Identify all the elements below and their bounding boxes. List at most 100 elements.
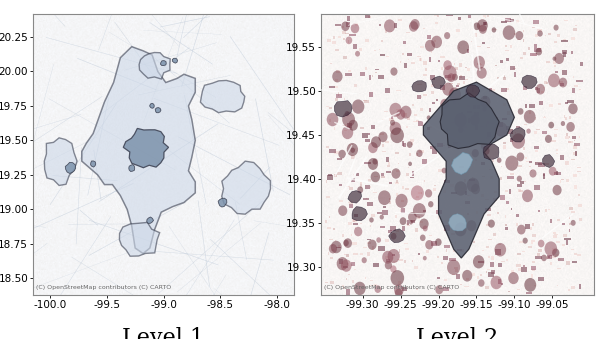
Bar bbox=[466, 67, 467, 68]
Bar bbox=[543, 87, 545, 88]
Bar bbox=[391, 31, 392, 32]
Polygon shape bbox=[129, 164, 134, 172]
Bar bbox=[487, 214, 491, 216]
Bar bbox=[489, 11, 494, 14]
Bar bbox=[563, 39, 566, 41]
Circle shape bbox=[497, 158, 502, 163]
Circle shape bbox=[443, 60, 452, 70]
Bar bbox=[562, 70, 567, 75]
Bar bbox=[500, 166, 502, 167]
Bar bbox=[444, 279, 448, 281]
Bar bbox=[429, 108, 431, 112]
Bar bbox=[419, 108, 423, 111]
Bar bbox=[371, 125, 374, 129]
Bar bbox=[399, 259, 403, 261]
Bar bbox=[469, 179, 475, 181]
Bar bbox=[392, 261, 397, 262]
Bar bbox=[579, 89, 581, 91]
Bar bbox=[361, 127, 364, 129]
Bar bbox=[482, 22, 487, 25]
Polygon shape bbox=[484, 144, 499, 159]
Bar bbox=[331, 250, 334, 251]
Bar bbox=[395, 152, 398, 154]
Bar bbox=[520, 57, 523, 59]
Bar bbox=[548, 209, 550, 211]
Bar bbox=[569, 228, 570, 232]
Bar bbox=[548, 33, 551, 35]
Bar bbox=[554, 129, 559, 130]
Bar bbox=[369, 92, 373, 97]
Bar bbox=[463, 126, 467, 128]
Bar bbox=[327, 39, 331, 42]
Bar bbox=[523, 147, 525, 150]
Bar bbox=[527, 246, 532, 248]
Bar bbox=[489, 169, 493, 171]
Bar bbox=[407, 166, 409, 168]
Bar bbox=[493, 233, 496, 236]
Circle shape bbox=[369, 217, 374, 223]
Bar bbox=[473, 33, 477, 37]
Bar bbox=[380, 54, 385, 56]
Bar bbox=[334, 127, 335, 129]
Bar bbox=[532, 270, 535, 271]
Circle shape bbox=[561, 121, 565, 126]
Bar bbox=[543, 117, 547, 118]
Bar bbox=[571, 51, 573, 54]
Bar bbox=[539, 48, 542, 49]
Bar bbox=[326, 106, 329, 107]
Bar bbox=[475, 112, 479, 116]
Bar bbox=[401, 208, 405, 213]
Bar bbox=[495, 138, 496, 140]
Bar bbox=[442, 67, 443, 70]
Bar bbox=[386, 259, 390, 262]
Bar bbox=[566, 261, 569, 265]
Bar bbox=[534, 146, 539, 149]
Bar bbox=[571, 286, 575, 288]
Bar bbox=[500, 60, 503, 63]
Bar bbox=[475, 125, 478, 129]
Bar bbox=[469, 14, 471, 18]
Bar bbox=[523, 264, 525, 267]
Polygon shape bbox=[389, 229, 406, 243]
Bar bbox=[464, 179, 466, 182]
Bar bbox=[329, 239, 333, 240]
Bar bbox=[332, 41, 337, 44]
Bar bbox=[557, 259, 561, 260]
Bar bbox=[416, 196, 419, 198]
Bar bbox=[405, 248, 409, 250]
Bar bbox=[501, 261, 505, 262]
Bar bbox=[556, 254, 557, 256]
Bar bbox=[538, 248, 542, 252]
Bar bbox=[326, 180, 327, 183]
Bar bbox=[487, 224, 490, 225]
Circle shape bbox=[529, 170, 536, 178]
Bar bbox=[370, 225, 371, 227]
Bar bbox=[506, 259, 508, 261]
Bar bbox=[467, 48, 469, 54]
Bar bbox=[555, 71, 559, 73]
Bar bbox=[410, 139, 413, 142]
Bar bbox=[373, 192, 377, 193]
Circle shape bbox=[523, 238, 528, 244]
Bar bbox=[402, 287, 407, 291]
Bar bbox=[363, 198, 367, 200]
Bar bbox=[350, 178, 355, 182]
Circle shape bbox=[471, 184, 480, 194]
Bar bbox=[473, 241, 475, 243]
Bar bbox=[346, 22, 350, 27]
Bar bbox=[337, 158, 342, 160]
Bar bbox=[487, 133, 491, 137]
Bar bbox=[535, 86, 538, 90]
Bar bbox=[566, 240, 568, 245]
Circle shape bbox=[517, 176, 522, 182]
Polygon shape bbox=[431, 76, 445, 89]
Bar bbox=[547, 256, 550, 259]
Bar bbox=[565, 161, 569, 164]
Bar bbox=[349, 187, 353, 190]
Bar bbox=[531, 240, 535, 242]
Bar bbox=[551, 140, 556, 142]
Bar bbox=[354, 270, 356, 271]
Circle shape bbox=[518, 108, 523, 115]
Bar bbox=[332, 228, 335, 230]
Circle shape bbox=[420, 235, 425, 241]
